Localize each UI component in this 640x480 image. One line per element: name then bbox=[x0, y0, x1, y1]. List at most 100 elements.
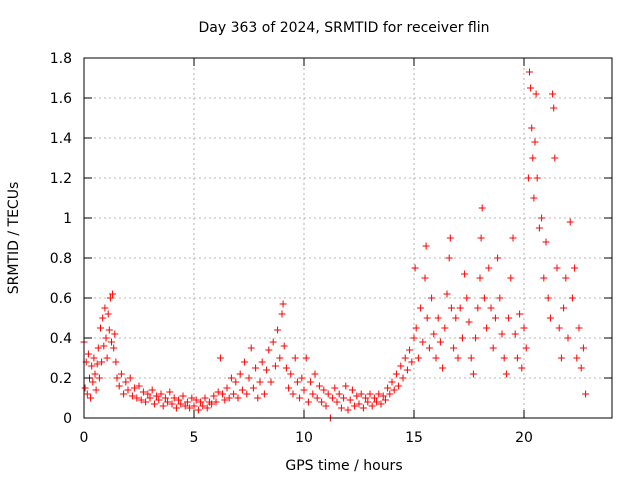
y-tick-label: 0.2 bbox=[50, 371, 72, 387]
data-point bbox=[241, 358, 249, 366]
data-point bbox=[274, 326, 282, 334]
data-point bbox=[474, 304, 482, 312]
data-point bbox=[87, 394, 95, 402]
data-point bbox=[188, 394, 196, 402]
data-point bbox=[199, 402, 207, 410]
data-point bbox=[557, 354, 565, 362]
data-point bbox=[279, 300, 287, 308]
data-point bbox=[485, 264, 493, 272]
data-point bbox=[355, 400, 363, 408]
data-point bbox=[425, 344, 433, 352]
data-point bbox=[166, 388, 174, 396]
data-point bbox=[144, 390, 152, 398]
data-point bbox=[304, 398, 312, 406]
data-point bbox=[98, 358, 106, 366]
data-point bbox=[263, 366, 271, 374]
data-point bbox=[577, 364, 585, 372]
data-point bbox=[353, 392, 361, 400]
data-point bbox=[179, 392, 187, 400]
data-point bbox=[454, 354, 462, 362]
axis-tick-labels: 0 0.2 0.4 0.6 0.8 1 1.2 1.4 1.6 1.8 0 5 10 15 20 bbox=[50, 51, 533, 446]
data-point bbox=[531, 138, 539, 146]
data-point bbox=[509, 234, 517, 242]
data-point bbox=[421, 274, 429, 282]
data-point bbox=[401, 354, 409, 362]
data-point bbox=[511, 330, 519, 338]
x-tick-label: 5 bbox=[190, 430, 199, 446]
data-point bbox=[472, 334, 480, 342]
data-point bbox=[379, 392, 387, 400]
data-point bbox=[533, 174, 541, 182]
data-point bbox=[267, 378, 275, 386]
data-point bbox=[104, 310, 112, 318]
data-point bbox=[527, 84, 535, 92]
data-point bbox=[494, 254, 502, 262]
data-point bbox=[359, 404, 367, 412]
data-point bbox=[186, 404, 194, 412]
data-point bbox=[397, 362, 405, 370]
data-point bbox=[115, 382, 123, 390]
data-point bbox=[439, 364, 447, 372]
data-point bbox=[532, 90, 540, 98]
data-point bbox=[535, 224, 543, 232]
data-point bbox=[477, 234, 485, 242]
data-point bbox=[89, 378, 97, 386]
data-point bbox=[254, 394, 262, 402]
data-point bbox=[562, 274, 570, 282]
data-point bbox=[390, 386, 398, 394]
data-point bbox=[232, 378, 240, 386]
data-point bbox=[95, 374, 103, 382]
data-point bbox=[101, 304, 109, 312]
data-point bbox=[122, 378, 130, 386]
data-point bbox=[126, 374, 134, 382]
y-tick-label: 0 bbox=[63, 411, 72, 427]
data-point bbox=[243, 390, 251, 398]
data-point bbox=[168, 400, 176, 408]
data-point bbox=[212, 398, 220, 406]
data-point bbox=[430, 330, 438, 338]
y-tick-label: 0.8 bbox=[50, 251, 72, 267]
data-point bbox=[452, 314, 460, 322]
data-point bbox=[219, 390, 227, 398]
data-point bbox=[225, 394, 233, 402]
data-point bbox=[403, 366, 411, 374]
data-point bbox=[357, 390, 365, 398]
data-point bbox=[333, 398, 341, 406]
data-point bbox=[406, 346, 414, 354]
data-point bbox=[564, 334, 572, 342]
data-point bbox=[507, 274, 515, 282]
data-point bbox=[139, 388, 147, 396]
data-point bbox=[91, 370, 99, 378]
data-point bbox=[342, 382, 350, 390]
data-point bbox=[538, 214, 546, 222]
data-point bbox=[540, 274, 548, 282]
data-point bbox=[150, 400, 158, 408]
data-point bbox=[172, 404, 180, 412]
data-point bbox=[135, 382, 143, 390]
data-point bbox=[370, 394, 378, 402]
data-point bbox=[249, 384, 257, 392]
data-point bbox=[177, 400, 185, 408]
data-point bbox=[463, 294, 471, 302]
data-point bbox=[324, 390, 332, 398]
data-point bbox=[364, 398, 372, 406]
data-point bbox=[117, 370, 125, 378]
data-point bbox=[94, 344, 102, 352]
data-point bbox=[194, 406, 202, 414]
data-point bbox=[216, 354, 224, 362]
data-point bbox=[170, 394, 178, 402]
data-point bbox=[428, 294, 436, 302]
data-point bbox=[137, 396, 145, 404]
data-point bbox=[461, 270, 469, 278]
data-point bbox=[346, 396, 354, 404]
data-point bbox=[399, 374, 407, 382]
data-point bbox=[313, 394, 321, 402]
data-point bbox=[245, 374, 253, 382]
data-point bbox=[542, 238, 550, 246]
data-point bbox=[524, 174, 532, 182]
data-point bbox=[247, 344, 255, 352]
data-point bbox=[92, 386, 100, 394]
data-point bbox=[128, 392, 136, 400]
data-point bbox=[197, 398, 205, 406]
x-tick-label: 10 bbox=[295, 430, 313, 446]
